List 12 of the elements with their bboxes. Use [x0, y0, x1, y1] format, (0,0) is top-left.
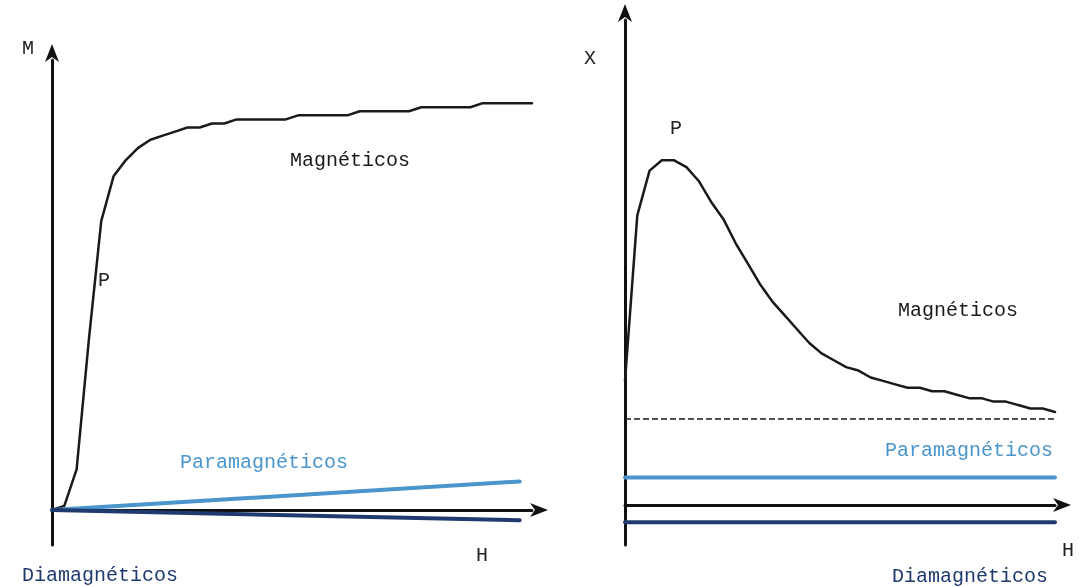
text: P — [670, 116, 683, 140]
text: Magnéticos — [898, 298, 1019, 322]
series-label: Paramagnéticos — [180, 450, 349, 474]
annotation: P — [98, 268, 111, 292]
series-label: Magnéticos — [290, 148, 411, 172]
y-axis-title: M — [22, 36, 35, 60]
x-axis-title: H — [476, 543, 489, 567]
y-axis-title: X — [584, 46, 597, 70]
x-axis-title: H — [1062, 538, 1075, 562]
text: Diamagnéticos — [22, 563, 179, 587]
text: Diamagnéticos — [892, 564, 1049, 587]
series-label: Paramagnéticos — [885, 438, 1054, 462]
